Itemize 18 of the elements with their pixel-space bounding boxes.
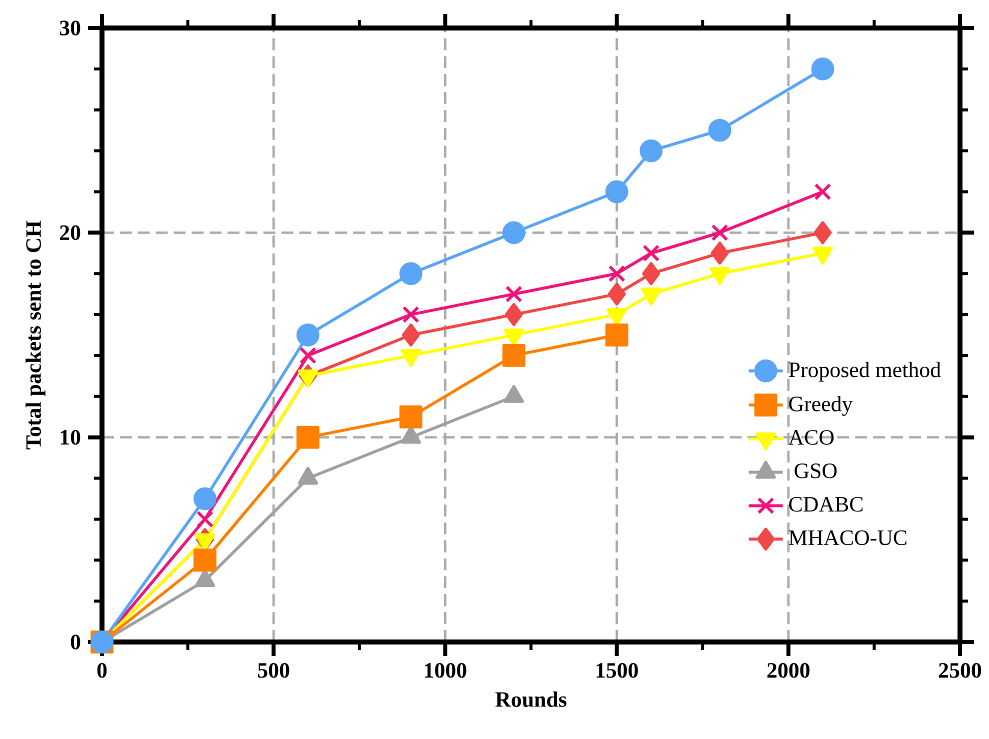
x-tick-label: 500 (258, 663, 290, 678)
x-tick-label: 1500 (596, 663, 638, 678)
legend-label: MHACO-UC (788, 530, 906, 546)
legend-label: Proposed method (788, 362, 941, 382)
x-axis-title: Rounds (495, 691, 566, 707)
legend-label: Greedy (789, 396, 853, 416)
y-axis-title: Total packets sent to CH (26, 220, 46, 450)
y-tick-label: 20 (60, 225, 80, 240)
x-tick-label: 0 (97, 663, 107, 678)
legend-label: ACO (788, 430, 834, 445)
y-tick-label: 10 (60, 430, 80, 445)
x-tick-label: 2000 (767, 663, 810, 678)
y-tick-label: 0 (70, 634, 80, 650)
legend-label: CDABC (789, 496, 863, 512)
y-tick-label: 30 (60, 20, 80, 36)
legend-label: GSO (794, 464, 837, 478)
x-tick-label: 1000 (425, 663, 466, 678)
x-tick-label: 2500 (938, 663, 982, 678)
